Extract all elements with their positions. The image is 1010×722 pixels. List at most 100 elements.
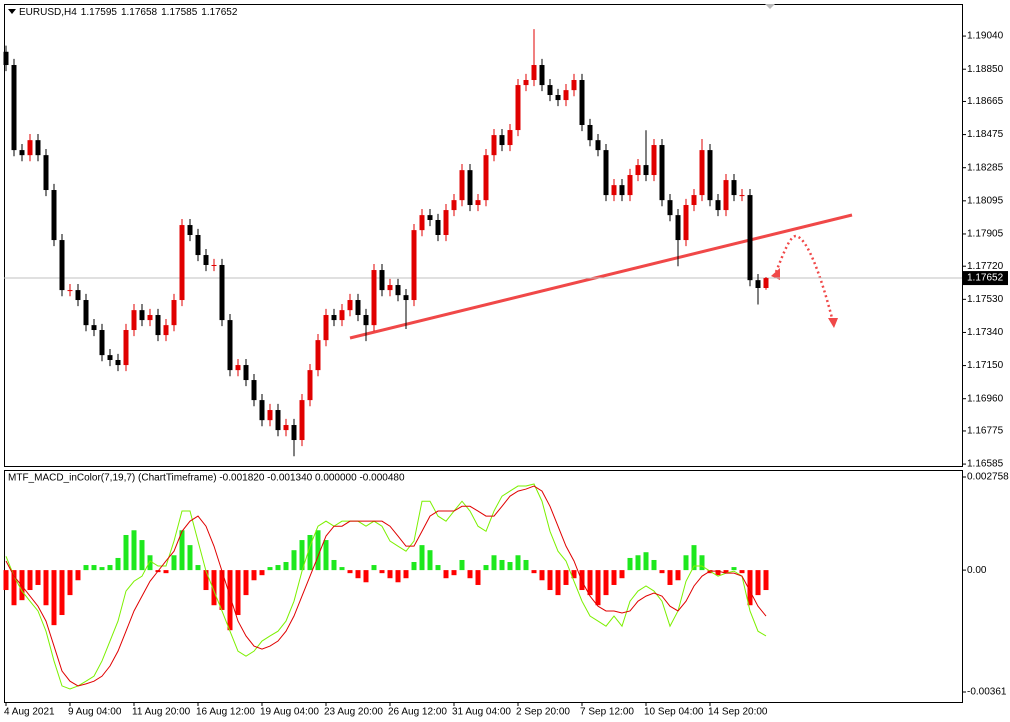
x-tick-label: 23 Aug 20:00: [324, 707, 383, 718]
histogram-bar: [99, 567, 105, 571]
y-tick-label: 0.00: [967, 565, 987, 576]
candle-body: [587, 124, 593, 141]
histogram-bar: [283, 562, 289, 571]
header-high: 1.17658: [121, 7, 158, 18]
candle-body: [259, 400, 265, 421]
y-tick-label: 1.16585: [967, 459, 1004, 470]
candle-body: [667, 200, 673, 216]
histogram-bar: [603, 570, 609, 596]
histogram-bar: [563, 570, 569, 585]
histogram-bar: [323, 540, 329, 571]
x-tick-label: 2 Sep 20:00: [516, 707, 570, 718]
candle-body: [683, 205, 689, 241]
y-tick-label: 1.18095: [967, 195, 1004, 206]
chart-header: EURUSD,H4 1.17595 1.17658 1.17585 1.17652: [19, 7, 238, 18]
histogram-bar: [635, 555, 641, 571]
symbol-menu-arrow[interactable]: [8, 9, 16, 14]
chart-shift-marker[interactable]: [765, 4, 775, 9]
histogram-bar: [643, 552, 649, 571]
histogram-bar: [659, 570, 665, 574]
x-tick-label: 9 Aug 04:00: [68, 707, 122, 718]
histogram-bar: [763, 570, 769, 591]
histogram-bar: [475, 570, 481, 585]
histogram-bar: [107, 565, 113, 571]
histogram-bar: [139, 540, 145, 571]
histogram-bar: [555, 570, 561, 596]
histogram-bar: [35, 570, 41, 585]
histogram-bar: [67, 570, 73, 596]
candle-body: [547, 85, 553, 96]
histogram-bar: [619, 570, 625, 579]
x-tick-label: 14 Sep 20:00: [708, 707, 768, 718]
candle-body: [355, 300, 361, 316]
histogram-bar: [3, 570, 9, 591]
histogram-bar: [627, 557, 633, 571]
histogram-bar: [611, 570, 617, 585]
candle-body: [123, 330, 129, 366]
histogram-bar: [403, 570, 409, 579]
histogram-bar: [123, 534, 129, 571]
candle-body: [275, 410, 281, 431]
candle-body: [731, 180, 737, 196]
candle-body: [75, 290, 81, 301]
candle-body: [483, 155, 489, 201]
candle-body: [603, 150, 609, 196]
candle-body: [227, 320, 233, 371]
candle-body: [243, 365, 249, 381]
candle-body: [427, 215, 433, 221]
histogram-bar: [307, 534, 313, 571]
candle-body: [531, 65, 537, 81]
candle-body: [27, 140, 33, 156]
y-tick-label: 1.18475: [967, 129, 1004, 140]
candle-body: [515, 85, 521, 131]
y-tick-label: 1.16775: [967, 426, 1004, 437]
candle-body: [339, 310, 345, 321]
histogram-bar: [739, 570, 745, 574]
candle-body: [283, 425, 289, 431]
histogram-bar: [571, 570, 577, 579]
header-low: 1.17585: [161, 7, 198, 18]
candle-body: [419, 215, 425, 231]
candle-body: [51, 190, 57, 241]
candle-body: [235, 365, 241, 371]
histogram-bar: [27, 570, 33, 591]
histogram-bar: [315, 530, 321, 571]
histogram-bar: [427, 550, 433, 571]
histogram-bar: [667, 570, 673, 585]
x-tick-label: 7 Sep 12:00: [580, 707, 634, 718]
candle-body: [3, 51, 9, 66]
x-tick-label: 4 Aug 2021: [4, 707, 55, 718]
indicator-title: MTF_MACD_inColor(7,19,7) (ChartTimeframe…: [8, 473, 405, 484]
y-tick-label: 1.16960: [967, 393, 1004, 404]
histogram-bar: [267, 567, 273, 571]
histogram-bar: [91, 565, 97, 571]
histogram-bar: [443, 570, 449, 579]
histogram-bar: [651, 559, 657, 571]
candle-body: [371, 270, 377, 326]
histogram-bar: [683, 555, 689, 571]
x-tick-label: 19 Aug 04:00: [260, 707, 319, 718]
histogram-bar: [715, 570, 721, 576]
histogram-bar: [115, 557, 121, 571]
candle-body: [643, 165, 649, 176]
candle-body: [307, 370, 313, 401]
y-tick-label: -0.00361: [967, 687, 1007, 698]
y-tick-label: 0.002758: [967, 472, 1009, 483]
symbol-timeframe: EURUSD,H4: [19, 7, 77, 18]
candle-body: [131, 310, 137, 331]
candle-body: [739, 195, 745, 197]
histogram-bar: [195, 565, 201, 571]
candle-body: [747, 195, 753, 281]
candle-body: [763, 278, 769, 288]
candle-body: [539, 65, 545, 86]
y-tick-label: 1.17530: [967, 294, 1004, 305]
candle-body: [163, 325, 169, 336]
candle-body: [19, 150, 25, 156]
histogram-bar: [419, 545, 425, 571]
indicator-line: [5, 485, 767, 687]
histogram-bar: [587, 570, 593, 596]
y-tick-label: 1.18285: [967, 162, 1004, 173]
candle-body: [315, 340, 321, 371]
histogram-bar: [411, 562, 417, 571]
